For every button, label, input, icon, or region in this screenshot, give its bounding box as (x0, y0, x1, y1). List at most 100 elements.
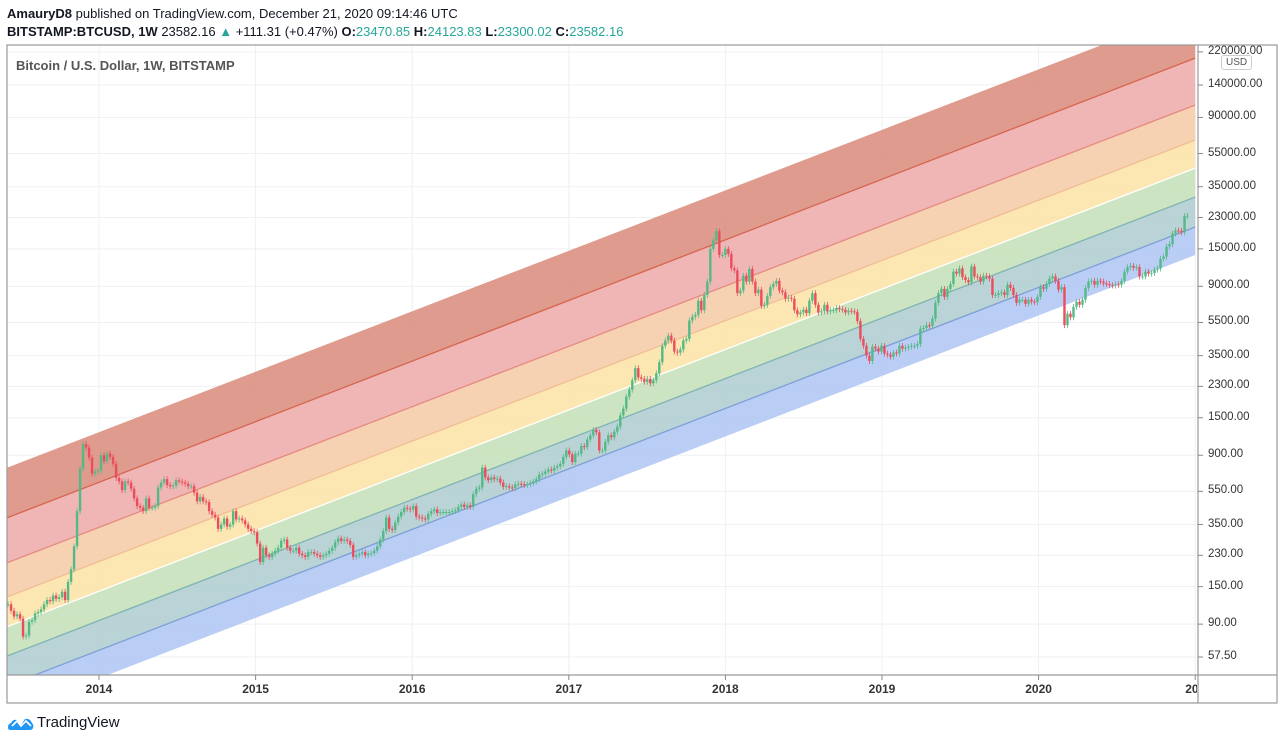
candle (748, 268, 751, 282)
candle (586, 439, 589, 448)
candle (306, 552, 310, 557)
candle (45, 600, 49, 605)
candle (1156, 268, 1159, 270)
y-tick-label: 9000.00 (1208, 279, 1250, 292)
candle (442, 512, 445, 514)
candle (237, 518, 241, 520)
candle (439, 512, 442, 514)
candle (853, 311, 856, 313)
candle (490, 477, 493, 481)
candle (165, 479, 169, 485)
rainbow-bands (7, 45, 1196, 675)
candle (910, 345, 913, 347)
author-name[interactable]: AmauryD8 (7, 6, 73, 21)
candle (568, 450, 571, 455)
candle (135, 498, 139, 507)
price-change: +111.31 (+0.47%) (235, 24, 338, 39)
candle (838, 307, 841, 310)
candle (291, 550, 295, 552)
candle (640, 377, 643, 379)
candle (1102, 281, 1105, 284)
candle (676, 351, 679, 353)
candle (168, 484, 172, 487)
candle (799, 312, 802, 315)
candle (739, 290, 742, 294)
candle (255, 532, 259, 544)
candle (583, 446, 586, 448)
candle (1186, 215, 1189, 217)
candle (487, 477, 490, 481)
y-tick-label: 3500.00 (1208, 348, 1250, 361)
candle (775, 280, 778, 284)
candle (580, 446, 583, 454)
candle (363, 552, 367, 556)
candle (781, 290, 784, 293)
candle (1042, 287, 1045, 289)
candle (87, 447, 91, 458)
candle (120, 481, 124, 491)
candle (1015, 294, 1018, 303)
candle (715, 231, 718, 241)
candle (18, 614, 22, 619)
candle (502, 482, 505, 487)
candle (661, 345, 664, 363)
candle (1012, 287, 1015, 295)
candle (312, 552, 316, 554)
candle (285, 539, 289, 548)
publish-info: AmauryD8 published on TradingView.com, D… (7, 6, 458, 21)
candle (694, 314, 697, 317)
candle (451, 511, 454, 513)
candle (1108, 283, 1111, 286)
candle (850, 310, 853, 312)
candle (1096, 280, 1099, 285)
candle (1165, 246, 1168, 257)
candle (48, 600, 52, 602)
candle (1162, 256, 1165, 259)
candle (541, 473, 544, 475)
candle (114, 463, 118, 478)
tradingview-cloud-icon (8, 718, 34, 730)
y-tick-label: 150.00 (1208, 579, 1244, 592)
candle (315, 553, 319, 556)
candle (592, 429, 595, 436)
currency-label[interactable]: USD (1221, 55, 1253, 70)
candle (1135, 267, 1138, 269)
tradingview-logo[interactable]: TradingView (8, 714, 120, 731)
candle (1117, 284, 1120, 286)
candle (595, 429, 598, 433)
candle (499, 478, 502, 483)
high-value: 24123.83 (427, 24, 482, 39)
candle (354, 555, 358, 557)
candle (30, 620, 34, 622)
candle (643, 378, 646, 382)
candle (424, 518, 427, 520)
x-tick-label: 2019 (868, 682, 896, 696)
rainbow-band-line (7, 167, 1196, 628)
candle (1069, 313, 1072, 318)
candle (925, 325, 928, 328)
candle (889, 354, 892, 357)
candle (1177, 230, 1180, 232)
candle (1129, 265, 1132, 268)
candle (144, 498, 148, 512)
open-value: 23470.85 (355, 24, 411, 39)
candle (892, 352, 895, 357)
candle (1072, 306, 1075, 318)
candle (57, 597, 61, 599)
candle (991, 278, 994, 295)
candle (222, 518, 226, 525)
candle (751, 268, 754, 282)
candle (309, 552, 313, 554)
candle (610, 435, 613, 438)
candle (246, 524, 250, 529)
open-label: O: (341, 24, 356, 39)
candle (940, 288, 943, 294)
candle (505, 486, 508, 488)
candle (445, 512, 448, 514)
candle (511, 487, 514, 489)
candle (117, 477, 121, 482)
candle (378, 539, 382, 547)
candle (132, 488, 136, 499)
candle (240, 518, 244, 521)
